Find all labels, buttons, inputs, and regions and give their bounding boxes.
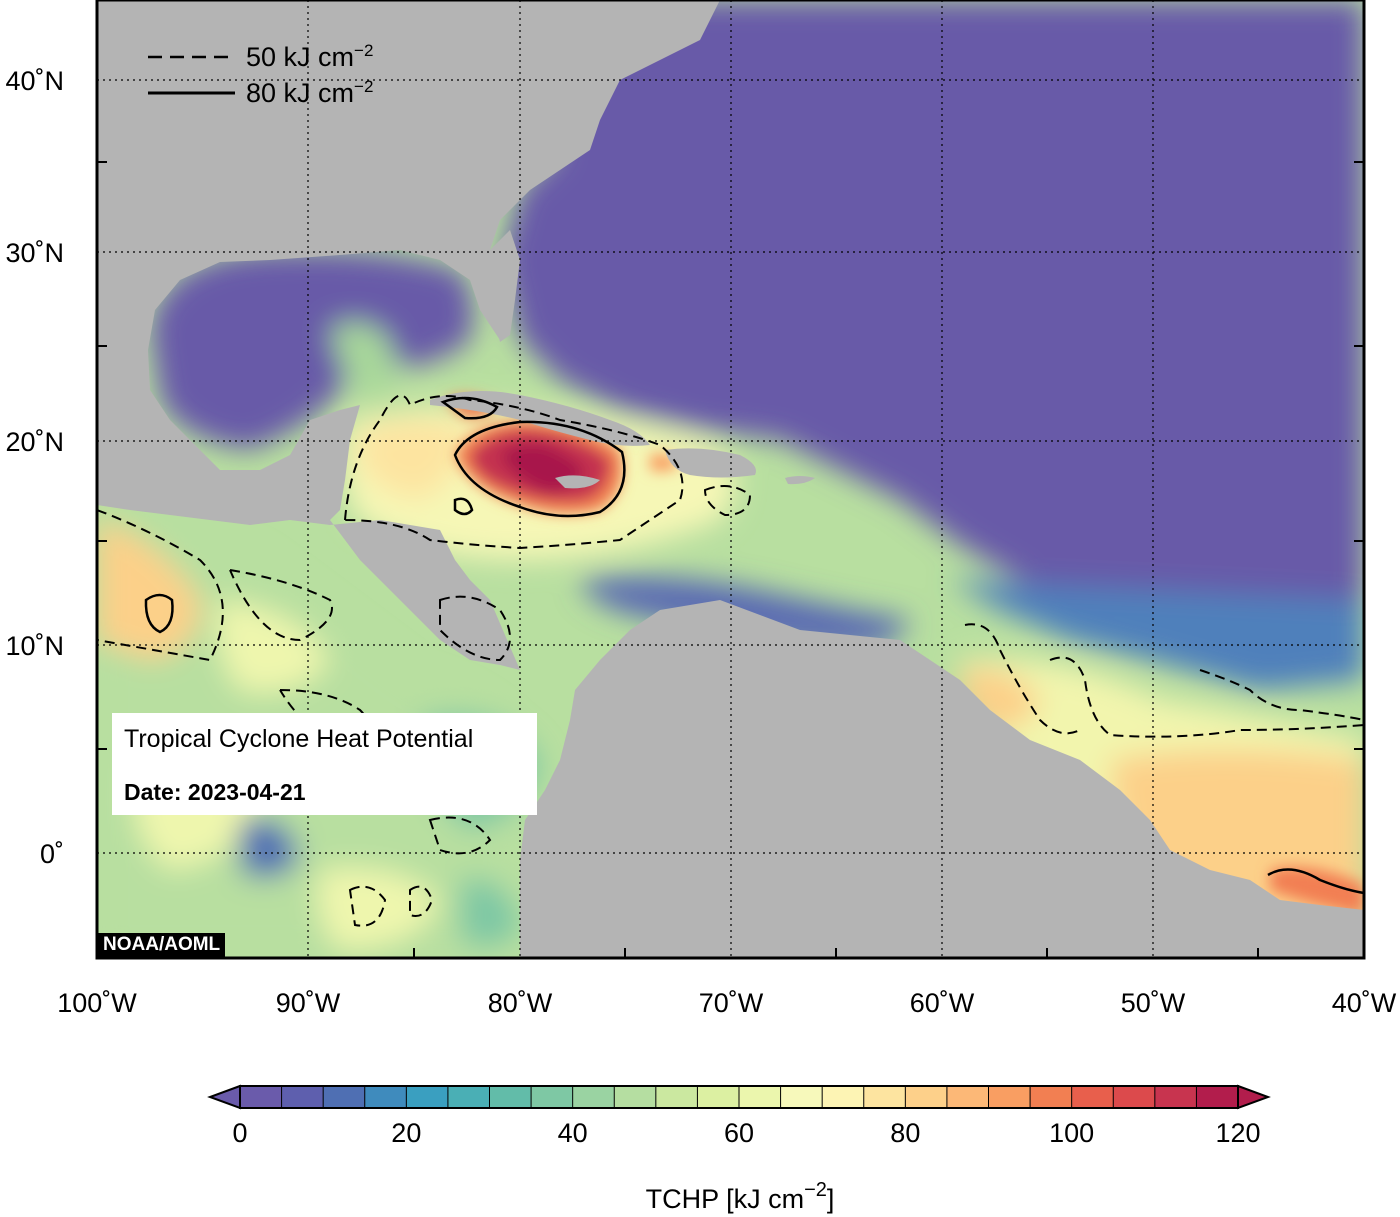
colorbar-min-arrow (207, 1084, 241, 1110)
colorbar-swatch (1154, 1086, 1198, 1108)
lon-label-80w: 80˚W (488, 988, 553, 1018)
lat-label-10n: 10˚N (5, 631, 64, 661)
colorbar-tick-label: 60 (724, 1118, 754, 1148)
colorbar-tick-label: 120 (1215, 1118, 1260, 1148)
colorbar-title: TCHP [kJ cm−2] (646, 1179, 835, 1214)
colorbar-swatches (240, 1086, 1239, 1108)
colorbar-swatch (988, 1086, 1031, 1108)
colorbar-swatch (364, 1086, 407, 1108)
lat-label-20n: 20˚N (5, 427, 64, 457)
colorbar-swatch (946, 1086, 990, 1108)
colorbar-swatch (240, 1086, 283, 1108)
colorbar-swatch (447, 1086, 491, 1108)
colorbar-swatch (1113, 1086, 1156, 1108)
lat-label-30n: 30˚N (5, 238, 64, 268)
longitude-labels: 100˚W 90˚W 80˚W 70˚W 60˚W 50˚W 40˚W (57, 988, 1397, 1018)
contours-50 (97, 394, 1364, 927)
lat-label-40n: 40˚N (5, 66, 64, 96)
credit-label: NOAA/AOML (98, 933, 226, 957)
colorbar-swatch (531, 1086, 574, 1108)
colorbar-swatch (822, 1086, 865, 1108)
colorbar-swatch (406, 1086, 449, 1108)
colorbar-swatch (655, 1086, 699, 1108)
colorbar-tick-label: 40 (558, 1118, 588, 1148)
lon-label-50w: 50˚W (1121, 988, 1186, 1018)
latitude-labels: 40˚N 30˚N 20˚N 10˚N 0˚ (5, 66, 64, 869)
colorbar-tick-label: 20 (391, 1118, 421, 1148)
lon-label-100w: 100˚W (57, 988, 137, 1018)
colorbar-swatch (1030, 1086, 1073, 1108)
colorbar-ticks: 0 20 40 60 80 100 120 (232, 1086, 1261, 1148)
colorbar: 0 20 40 60 80 100 120 TCHP [kJ cm−2] (207, 1084, 1271, 1214)
colorbar-max-arrow (1237, 1084, 1271, 1110)
lat-label-0: 0˚ (40, 839, 64, 869)
lon-label-70w: 70˚W (699, 988, 764, 1018)
colorbar-tick-label: 0 (232, 1118, 247, 1148)
colorbar-tick-label: 80 (890, 1118, 920, 1148)
colorbar-swatch (572, 1086, 615, 1108)
land-masses (97, 0, 1364, 958)
colorbar-swatch (1196, 1086, 1239, 1108)
contour-legend: 50 kJ cm−2 80 kJ cm−2 (148, 41, 373, 108)
colorbar-swatch (863, 1086, 906, 1108)
colorbar-swatch (780, 1086, 823, 1108)
colorbar-swatch (905, 1086, 948, 1108)
colorbar-swatch (489, 1086, 532, 1108)
lon-label-40w: 40˚W (1332, 988, 1397, 1018)
info-box-title: Tropical Cyclone Heat Potential (124, 725, 474, 753)
info-box: Tropical Cyclone Heat Potential Date: 20… (112, 713, 537, 815)
colorbar-swatch (281, 1086, 324, 1108)
colorbar-swatch (323, 1086, 366, 1108)
colorbar-swatch (614, 1086, 657, 1108)
map-frame (95, 0, 1366, 960)
lon-label-90w: 90˚W (276, 988, 341, 1018)
colorbar-swatch (1071, 1086, 1114, 1108)
colorbar-swatch (697, 1086, 740, 1108)
info-box-date: Date: 2023-04-21 (124, 779, 306, 805)
legend-50-label: 50 kJ cm−2 (246, 41, 373, 72)
contours-80 (144, 396, 1364, 895)
lon-label-60w: 60˚W (910, 988, 975, 1018)
colorbar-tick-label: 100 (1049, 1118, 1094, 1148)
colorbar-swatch (739, 1086, 782, 1108)
legend-80-label: 80 kJ cm−2 (246, 77, 373, 108)
